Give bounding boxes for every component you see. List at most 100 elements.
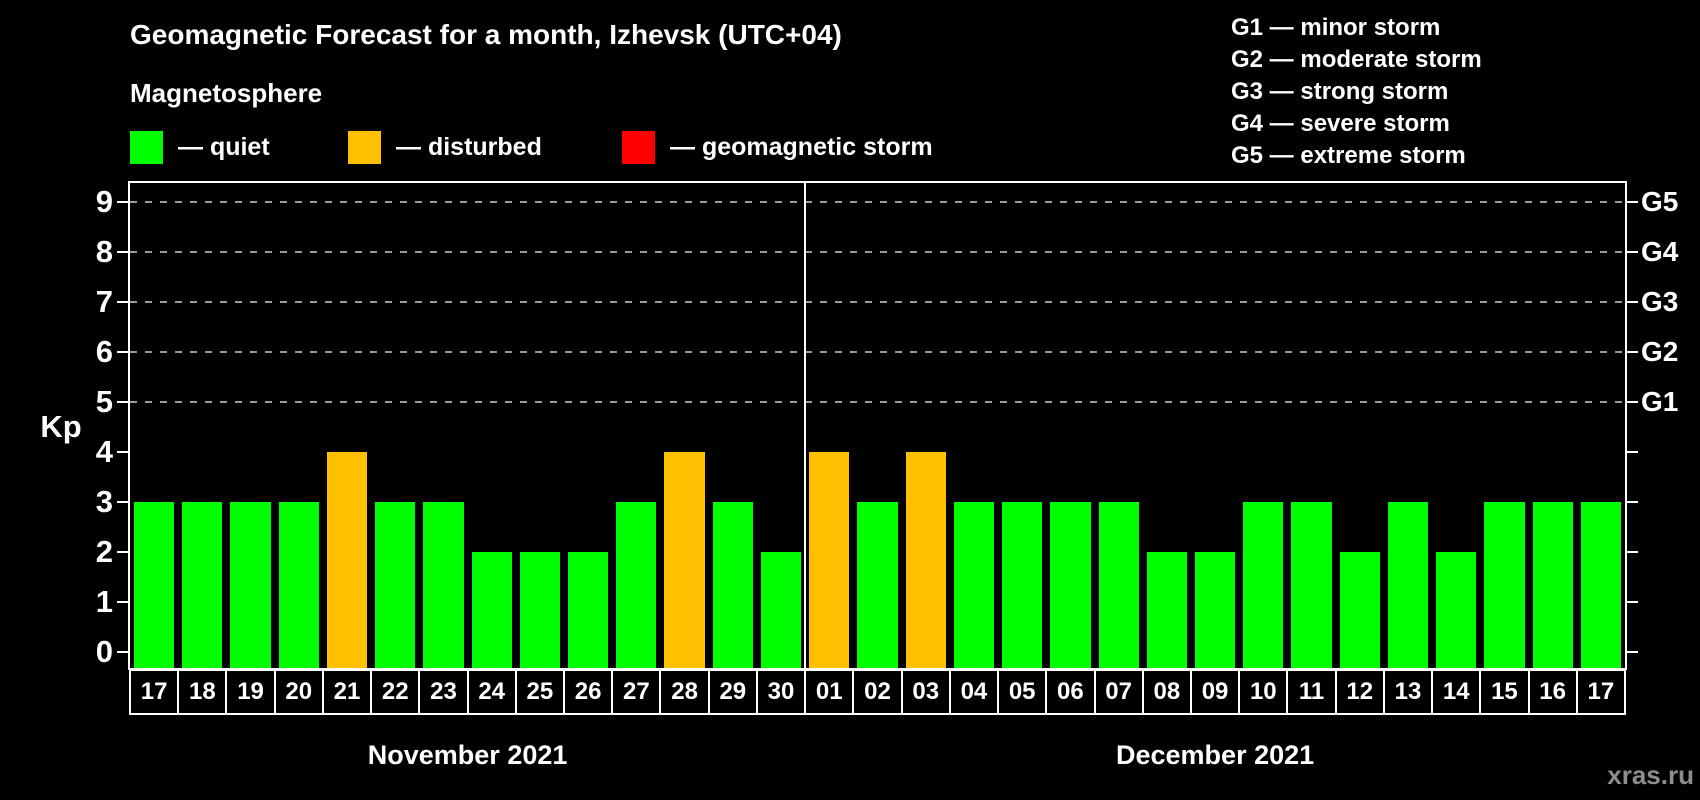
- y-axis-tick-right: [1625, 301, 1638, 303]
- kp-bar-24: [471, 552, 512, 668]
- legend-swatch-quiet: [130, 131, 163, 164]
- legend-swatch-disturbed: [348, 131, 381, 164]
- y-axis-tick-label: 7: [95, 284, 113, 319]
- date-cell: 06: [1045, 669, 1096, 715]
- date-cell: 20: [273, 669, 324, 715]
- y-axis-tick-left: [117, 351, 130, 353]
- gridline-kp6: [130, 351, 1625, 353]
- date-cell: 07: [1093, 669, 1144, 715]
- y-axis-tick-left: [117, 551, 130, 553]
- kp-bar-11: [1291, 502, 1332, 668]
- kp-bar-03: [905, 452, 946, 668]
- y-axis-tick-right: [1625, 651, 1638, 653]
- date-cell: 13: [1382, 669, 1434, 715]
- kp-bar-27: [616, 502, 657, 668]
- kp-bar-20: [278, 502, 319, 668]
- kp-bar-28: [664, 452, 705, 668]
- y-axis-tick-right: [1625, 251, 1638, 253]
- y-axis-tick-left: [117, 601, 130, 603]
- kp-bar-17: [1580, 502, 1621, 668]
- g-scale-legend-item: G3 — strong storm: [1231, 78, 1449, 105]
- y-axis-tick-label: 3: [95, 484, 113, 519]
- date-cell: 22: [370, 669, 421, 715]
- kp-bar-25: [519, 552, 561, 668]
- date-cell: 26: [563, 669, 614, 715]
- month-label-december: December 2021: [1116, 740, 1315, 770]
- g-level-label-g2: G2: [1641, 336, 1679, 367]
- kp-bar-19: [230, 502, 271, 668]
- kp-bar-15: [1484, 502, 1525, 668]
- g-scale-legend: G1 — minor storm G2 — moderate storm G3 — …: [1231, 12, 1482, 172]
- month-label-november: November 2021: [367, 740, 568, 770]
- gridline-kp5: [130, 401, 1625, 403]
- kp-bar-04: [953, 502, 995, 668]
- kp-bar-02: [857, 502, 898, 668]
- legend-label-storm: — geomagnetic storm: [670, 133, 933, 161]
- kp-axis-label: Kp: [40, 409, 82, 444]
- date-cell: 01: [804, 669, 855, 715]
- y-axis-tick-left: [117, 651, 130, 653]
- kp-bar-09: [1194, 552, 1236, 668]
- y-axis-tick-label: 1: [95, 584, 113, 619]
- y-axis-tick-right: [1625, 401, 1638, 403]
- y-axis-tick-left: [117, 251, 130, 253]
- gridline-kp8: [130, 251, 1625, 253]
- y-axis-tick-right: [1625, 501, 1638, 503]
- kp-bar-21: [326, 452, 368, 668]
- date-cell: 30: [755, 669, 807, 715]
- kp-bar-13: [1387, 502, 1429, 668]
- date-cell: 05: [997, 669, 1048, 715]
- date-cell: 08: [1141, 669, 1192, 715]
- y-axis-tick-label: 2: [95, 534, 113, 569]
- g-level-label-g5: G5: [1641, 186, 1679, 217]
- kp-bar-06: [1050, 502, 1091, 668]
- y-axis-tick-label: 4: [95, 434, 113, 469]
- date-cell: 19: [225, 669, 276, 715]
- g-level-label-g4: G4: [1641, 236, 1679, 267]
- date-cell: 14: [1431, 669, 1482, 715]
- y-axis-tick-right: [1625, 201, 1638, 203]
- g-level-label-g3: G3: [1641, 286, 1679, 317]
- y-axis-tick-right: [1625, 351, 1638, 353]
- y-axis-tick-left: [117, 501, 130, 503]
- kp-bar-08: [1146, 552, 1187, 668]
- date-cell: 18: [177, 669, 228, 715]
- date-cell: 15: [1479, 669, 1530, 715]
- gridline-kp7: [130, 301, 1625, 303]
- g-scale-legend-item: G5 — extreme storm: [1231, 142, 1466, 169]
- kp-bar-07: [1098, 502, 1139, 668]
- date-cell: 09: [1189, 669, 1241, 715]
- date-cell: 04: [948, 669, 1000, 715]
- legend-label-quiet: — quiet: [178, 133, 270, 161]
- date-cell: 29: [707, 669, 758, 715]
- y-axis-tick-left: [117, 301, 130, 303]
- y-axis-tick-label: 0: [95, 634, 113, 669]
- kp-bar-23: [423, 502, 464, 668]
- date-cell: 11: [1286, 669, 1337, 715]
- month-divider-line: [804, 183, 807, 668]
- y-axis-tick-right: [1625, 601, 1638, 603]
- legend-swatch-storm: [622, 131, 655, 164]
- kp-bar-18: [182, 502, 223, 668]
- date-cell: 17: [1575, 669, 1626, 715]
- date-cell: 21: [321, 669, 373, 715]
- date-cell: 02: [852, 669, 903, 715]
- date-cell: 10: [1238, 669, 1289, 715]
- date-cell: 03: [900, 669, 951, 715]
- legend-label-disturbed: — disturbed: [396, 133, 542, 161]
- y-axis-tick-label: 9: [95, 184, 113, 219]
- date-cell: 16: [1527, 669, 1578, 715]
- g-scale-legend-item: G2 — moderate storm: [1231, 46, 1482, 73]
- kp-bar-14: [1436, 552, 1477, 668]
- date-cell: 23: [418, 669, 469, 715]
- kp-bar-26: [568, 552, 609, 668]
- kp-bar-22: [375, 502, 416, 668]
- date-cell: 28: [659, 669, 710, 715]
- chart-subtitle: Magnetosphere: [130, 78, 323, 108]
- watermark: xras.ru: [1607, 760, 1694, 790]
- g-scale-legend-item: G1 — minor storm: [1231, 14, 1441, 41]
- y-axis-tick-label: 5: [95, 384, 113, 419]
- plot-area: [128, 181, 1627, 670]
- y-axis-tick-label: 6: [95, 334, 113, 369]
